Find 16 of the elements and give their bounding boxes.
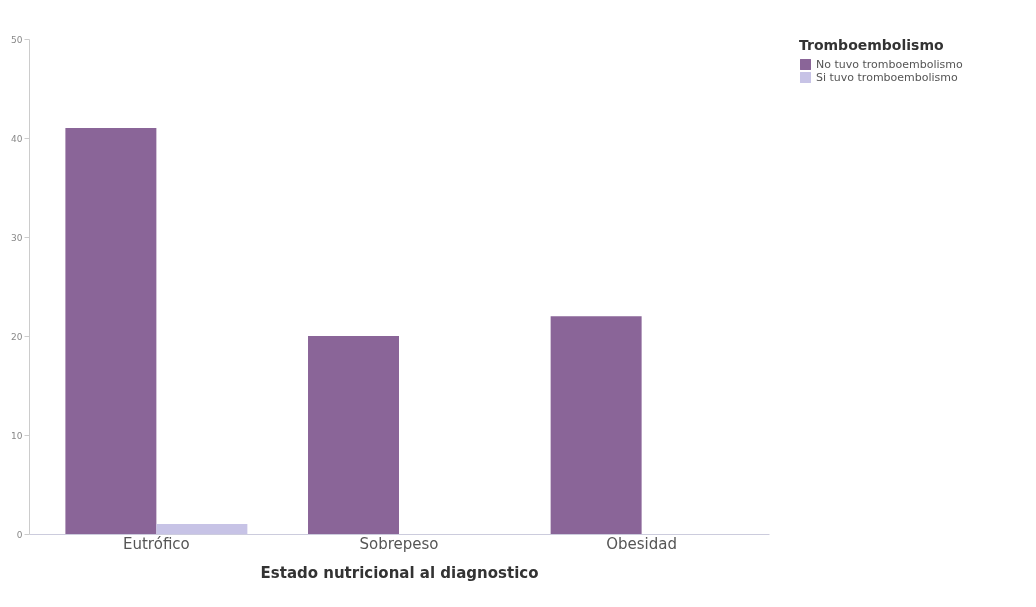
bar bbox=[308, 336, 399, 534]
x-tick-label: Eutrófico bbox=[122, 534, 190, 553]
x-axis-title: Estado nutricional al diagnostico bbox=[260, 563, 539, 582]
y-tick-label: 0 bbox=[16, 529, 23, 540]
legend-title: Tromboembolismo bbox=[799, 37, 944, 53]
y-tick-label: 20 bbox=[11, 331, 23, 342]
x-tick-label: Sobrepeso bbox=[359, 534, 439, 553]
y-tick-label: 40 bbox=[11, 133, 23, 144]
y-tick-label: 30 bbox=[11, 232, 23, 243]
legend-label: No tuvo tromboembolismo bbox=[816, 57, 963, 71]
y-tick-label: 50 bbox=[11, 34, 23, 45]
bar bbox=[550, 316, 642, 534]
bar bbox=[65, 128, 157, 534]
x-tick-label: Obesidad bbox=[606, 534, 678, 553]
y-tick-label: 10 bbox=[11, 430, 23, 441]
legend-label: Si tuvo tromboembolismo bbox=[816, 70, 959, 84]
